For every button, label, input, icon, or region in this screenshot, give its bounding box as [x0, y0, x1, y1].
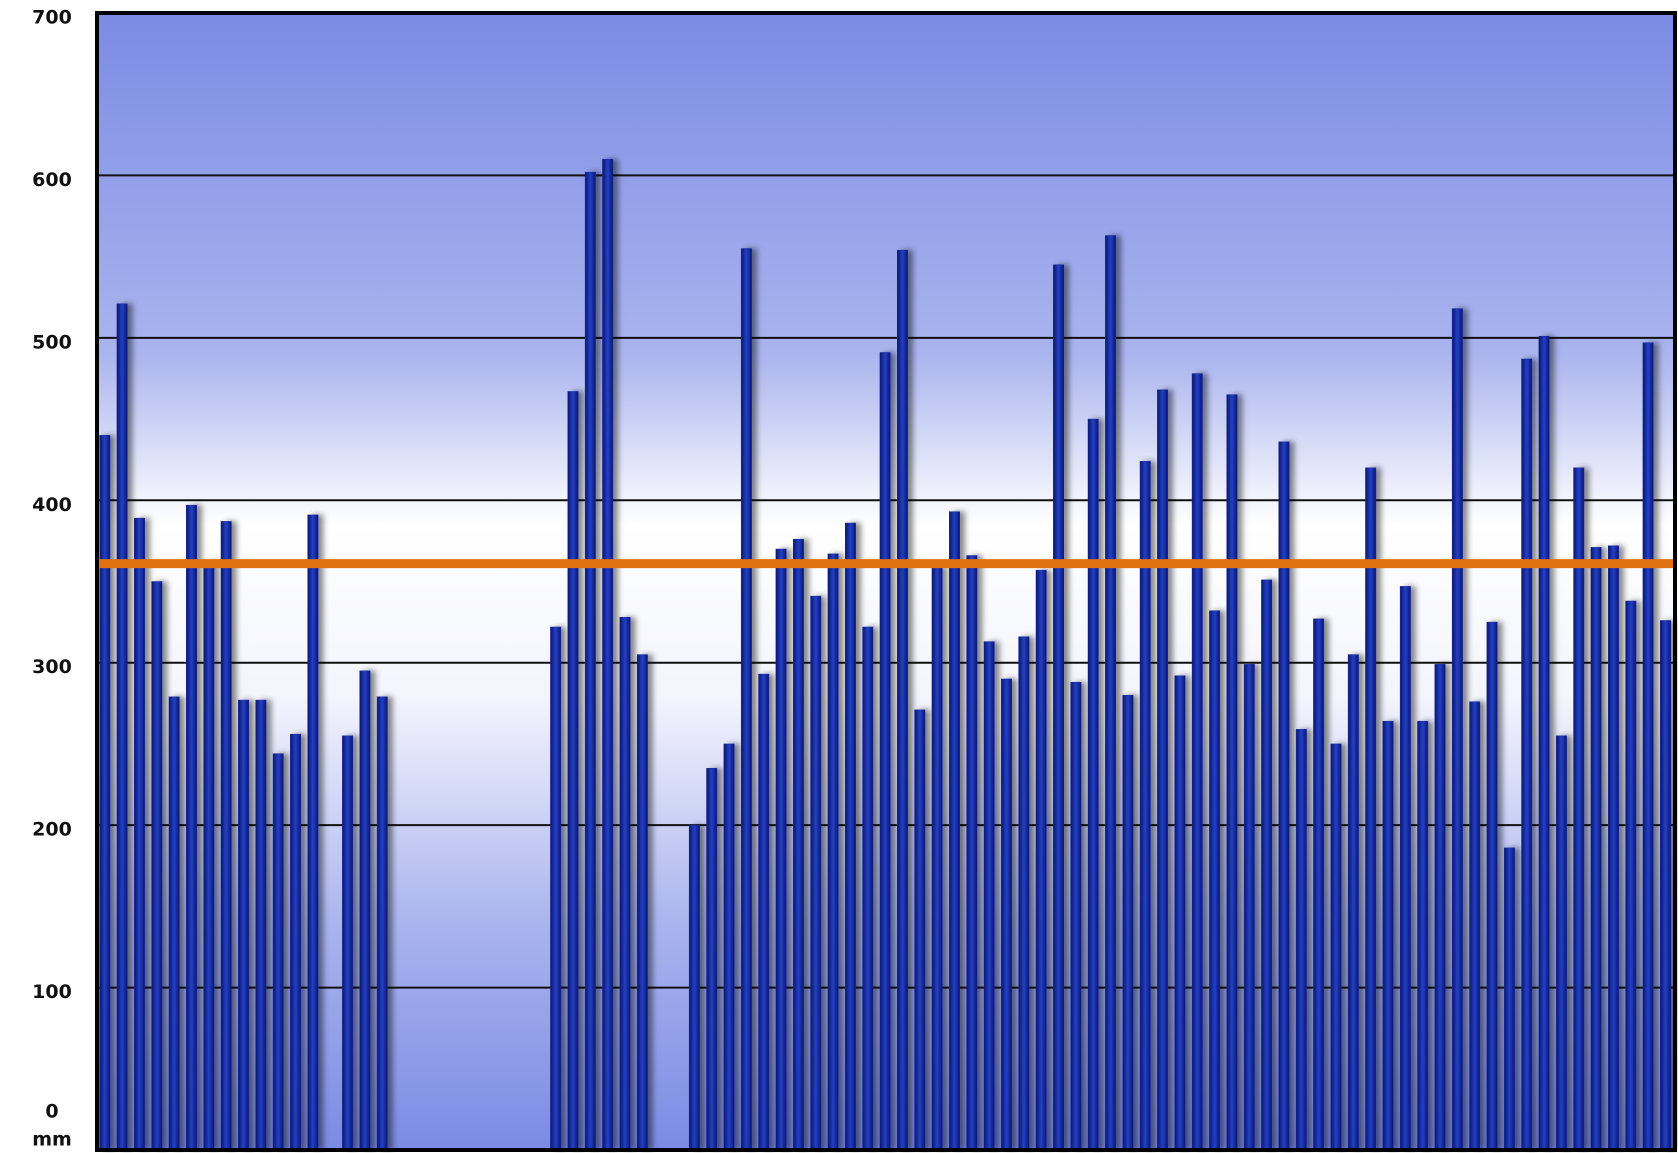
bar — [706, 768, 718, 1151]
y-tick-label: 0 — [45, 1101, 58, 1123]
bar — [914, 709, 926, 1151]
bar — [1590, 547, 1602, 1151]
bar — [758, 673, 770, 1151]
bar — [775, 548, 787, 1151]
bar — [879, 352, 891, 1151]
bar — [1625, 600, 1637, 1151]
bar — [1209, 610, 1221, 1151]
bar — [1278, 441, 1290, 1151]
bar — [99, 435, 111, 1151]
bar — [1503, 847, 1515, 1151]
bar — [966, 555, 978, 1151]
bar — [116, 303, 128, 1151]
bar — [1365, 467, 1377, 1151]
bar — [1174, 675, 1186, 1151]
bar — [290, 733, 302, 1151]
bar — [1018, 636, 1030, 1151]
y-tick-label: 400 — [32, 494, 72, 516]
bar — [983, 641, 995, 1151]
bar — [203, 561, 215, 1151]
bar — [1226, 394, 1238, 1151]
bar — [1434, 664, 1446, 1151]
bar — [220, 521, 232, 1151]
bar — [844, 522, 856, 1151]
bar — [897, 249, 908, 1151]
bar — [1313, 618, 1325, 1151]
bar — [862, 626, 874, 1151]
bar — [151, 581, 163, 1151]
bar — [359, 670, 371, 1151]
bar — [1347, 654, 1359, 1151]
bar — [1261, 579, 1273, 1151]
bar — [584, 171, 596, 1151]
bar — [1573, 467, 1585, 1151]
bar — [1243, 664, 1255, 1151]
bar — [740, 248, 752, 1151]
bar — [376, 696, 388, 1151]
bar — [255, 699, 267, 1151]
bar — [550, 626, 562, 1151]
bar — [1469, 701, 1481, 1151]
bar — [931, 566, 943, 1151]
bar — [949, 511, 960, 1151]
bar — [1087, 418, 1099, 1151]
bar — [1660, 620, 1671, 1151]
bar — [1191, 373, 1203, 1151]
bar — [1417, 720, 1429, 1151]
bar — [567, 391, 579, 1151]
bar — [636, 654, 648, 1151]
bar — [1001, 678, 1012, 1151]
bar — [342, 735, 354, 1151]
bar — [792, 539, 804, 1151]
bar — [1607, 545, 1619, 1151]
y-tick-label: 100 — [32, 981, 72, 1003]
bar — [1642, 342, 1654, 1151]
bar — [1295, 729, 1307, 1151]
bar — [810, 595, 822, 1151]
bar — [723, 743, 735, 1151]
y-axis-label: mm — [32, 1129, 72, 1151]
bar — [168, 696, 180, 1151]
bar — [1330, 743, 1342, 1151]
bar — [1070, 681, 1082, 1151]
bar — [1035, 569, 1047, 1151]
bar — [134, 517, 145, 1151]
bar — [1538, 335, 1550, 1151]
bar — [619, 616, 631, 1151]
bar — [1555, 735, 1567, 1151]
bar — [1382, 720, 1394, 1151]
bar — [1399, 586, 1411, 1151]
bar — [307, 514, 319, 1151]
plot-frame — [95, 11, 1677, 1152]
bar — [1486, 621, 1498, 1151]
bar — [272, 753, 284, 1151]
y-tick-label: 200 — [32, 819, 72, 841]
bar — [602, 158, 614, 1151]
y-tick-label: 300 — [32, 656, 72, 678]
bar — [827, 553, 839, 1151]
bars — [99, 158, 1671, 1151]
bar — [1053, 264, 1064, 1151]
y-tick-label: 700 — [32, 7, 72, 29]
bar — [1122, 694, 1134, 1151]
y-tick-label: 600 — [32, 169, 72, 191]
bar — [238, 699, 249, 1151]
bar — [1157, 389, 1169, 1151]
bar — [1105, 235, 1117, 1151]
bar — [1521, 358, 1533, 1151]
bar — [1451, 308, 1463, 1151]
bar — [186, 504, 197, 1151]
bar — [688, 824, 700, 1151]
y-tick-label: 500 — [32, 331, 72, 353]
